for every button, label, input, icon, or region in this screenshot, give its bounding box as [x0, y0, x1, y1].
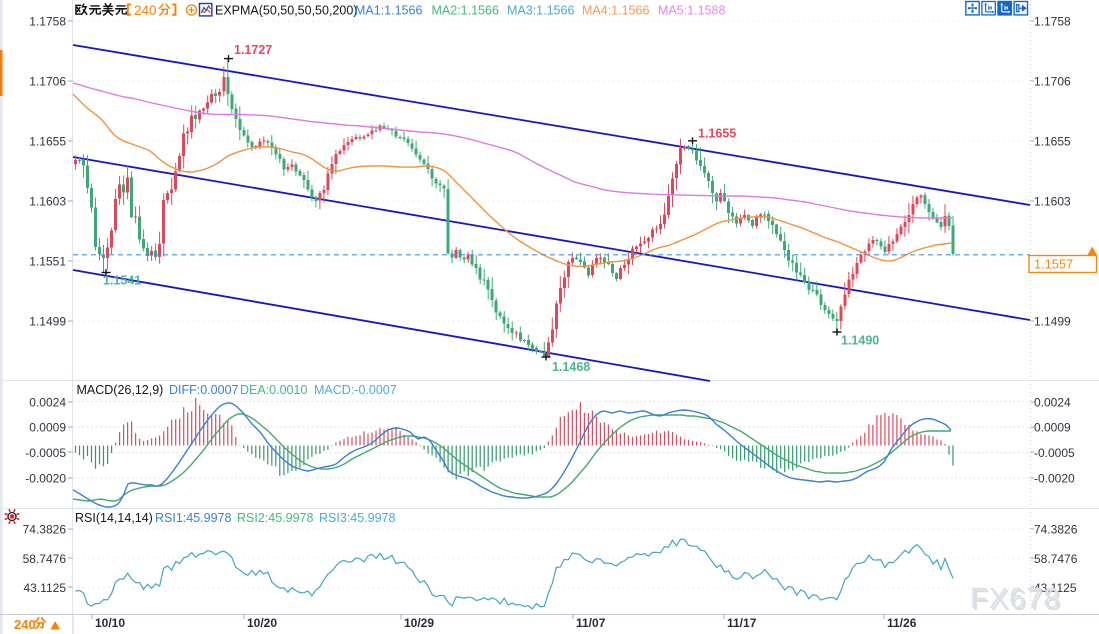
svg-text:58.7476: 58.7476 [23, 552, 67, 566]
svg-text:RSI(14,14,14): RSI(14,14,14) [75, 511, 153, 525]
svg-text:11/17: 11/17 [727, 616, 757, 630]
svg-text:RSI3:45.9978: RSI3:45.9978 [319, 511, 395, 525]
svg-text:-0.0005: -0.0005 [1034, 446, 1075, 460]
svg-text:MA4:1.1566: MA4:1.1566 [582, 4, 649, 18]
svg-text:FX678: FX678 [970, 583, 1060, 615]
svg-text:MACD:-0.0007: MACD:-0.0007 [314, 383, 397, 397]
svg-text:11/26: 11/26 [887, 616, 917, 630]
svg-text:43.1125: 43.1125 [1034, 581, 1077, 595]
svg-text:MACD(26,12,9): MACD(26,12,9) [77, 383, 164, 397]
svg-text:MA2:1.1566: MA2:1.1566 [432, 4, 499, 18]
svg-text:-0.0020: -0.0020 [25, 472, 66, 486]
svg-text:1.1655: 1.1655 [1034, 135, 1071, 149]
svg-text:RSI1:45.9978: RSI1:45.9978 [155, 511, 231, 525]
svg-text:1.1758: 1.1758 [1034, 15, 1071, 29]
svg-text:74.3826: 74.3826 [23, 523, 67, 537]
svg-text:10/20: 10/20 [247, 616, 277, 630]
svg-text:1.1655: 1.1655 [698, 127, 736, 141]
svg-text:0.0009: 0.0009 [29, 421, 66, 435]
svg-text:74.3826: 74.3826 [1034, 523, 1078, 537]
svg-text:MA3:1.1566: MA3:1.1566 [507, 4, 574, 18]
svg-text:RSI2:45.9978: RSI2:45.9978 [237, 511, 313, 525]
svg-text:1.1727: 1.1727 [234, 43, 272, 57]
svg-text:1.1706: 1.1706 [29, 75, 66, 89]
svg-text:1.1603: 1.1603 [29, 195, 66, 209]
svg-text:0.0009: 0.0009 [1034, 421, 1071, 435]
svg-text:DEA:0.0010: DEA:0.0010 [240, 383, 307, 397]
svg-text:DIFF:0.0007: DIFF:0.0007 [169, 383, 239, 397]
svg-text:FX678: FX678 [972, 585, 1062, 617]
svg-text:1.1557: 1.1557 [1034, 257, 1073, 272]
svg-text:MA5:1.1588: MA5:1.1588 [658, 4, 725, 18]
svg-text:10/29: 10/29 [404, 616, 434, 630]
svg-text:1.1603: 1.1603 [1034, 195, 1071, 209]
svg-text:1.1706: 1.1706 [1034, 75, 1071, 89]
svg-text:1.1499: 1.1499 [29, 315, 66, 329]
svg-text:-0.0020: -0.0020 [1034, 472, 1075, 486]
svg-text:0.0024: 0.0024 [29, 396, 66, 410]
svg-text:EXPMA(50,50,50,50,200): EXPMA(50,50,50,50,200) [215, 4, 357, 18]
svg-text:1.1541: 1.1541 [103, 274, 141, 288]
svg-text:1.1758: 1.1758 [29, 15, 66, 29]
svg-text:240: 240 [134, 3, 157, 18]
svg-text:1.1468: 1.1468 [552, 360, 590, 374]
svg-text:1.1655: 1.1655 [29, 135, 66, 149]
svg-text:10/10: 10/10 [95, 616, 125, 630]
svg-text:11/07: 11/07 [576, 616, 606, 630]
svg-text:1.1551: 1.1551 [29, 255, 66, 269]
svg-text:58.7476: 58.7476 [1034, 552, 1078, 566]
svg-text:0.0024: 0.0024 [1034, 396, 1071, 410]
svg-text:MA1:1.1566: MA1:1.1566 [355, 4, 422, 18]
svg-text:240: 240 [14, 617, 36, 632]
svg-text:1.1499: 1.1499 [1034, 315, 1071, 329]
svg-text:1.1490: 1.1490 [841, 334, 879, 348]
svg-text:-0.0005: -0.0005 [25, 446, 66, 460]
svg-text:43.1125: 43.1125 [24, 581, 67, 595]
